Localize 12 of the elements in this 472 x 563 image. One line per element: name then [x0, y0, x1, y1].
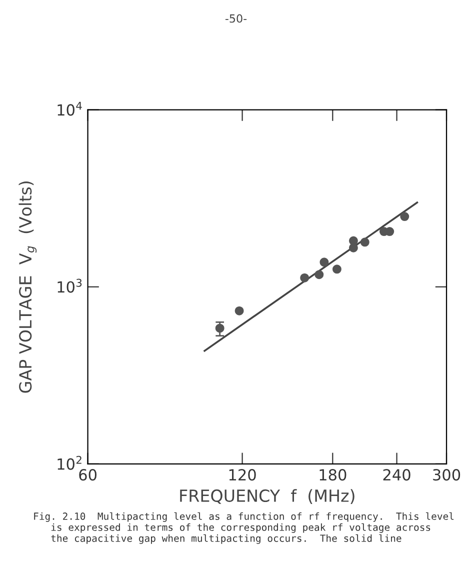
x-tick-label: 120 — [229, 469, 256, 481]
y-tick-label: 10$^{2}$ — [58, 456, 82, 470]
caption: Fig. 2.10 Multipacting level as a function of rf frequency. This level is expressed in terms of the corresponding peak rf voltage across the capacitive gap when multipacting occurs. The solid line — [34, 512, 454, 544]
y-tick-label: 10$^{3}$ — [58, 278, 82, 293]
x-tick-label: 60 — [79, 469, 96, 481]
text: -50- — [225, 14, 247, 23]
y-tick-label: 10$^{4}$ — [58, 102, 82, 116]
x-tick-label: 240 — [383, 469, 410, 481]
y-axis-title: GAP VOLTAGE V$_{g}$ (Volts) — [18, 182, 37, 393]
x-axis-title: FREQUENCY f (MHz) — [180, 489, 354, 504]
x-tick-label: 180 — [320, 469, 346, 481]
x-tick-label: 300 — [433, 469, 460, 481]
